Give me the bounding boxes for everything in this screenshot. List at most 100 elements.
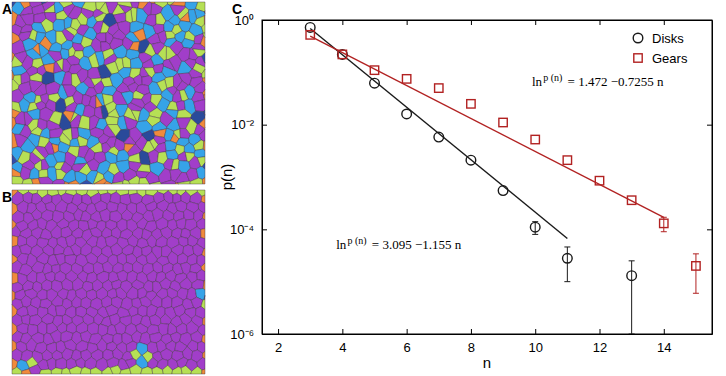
cell — [202, 69, 205, 78]
cell — [69, 180, 80, 184]
error-bar-line — [532, 234, 538, 235]
cell — [202, 178, 205, 184]
x-tick-mark — [342, 329, 343, 334]
top-frame-line — [263, 20, 713, 21]
x-tick-mark — [342, 20, 343, 25]
y-tick-mark — [707, 229, 712, 230]
annotation-part: p (n) — [347, 235, 366, 247]
cell — [22, 178, 33, 184]
annotation-part: ln — [532, 74, 543, 89]
y-tick: 10⁻² — [231, 117, 267, 132]
legend-marker — [634, 54, 642, 62]
point — [338, 50, 346, 58]
cell — [53, 19, 65, 31]
legend-label: Gears — [652, 51, 688, 66]
cell — [67, 56, 80, 66]
error-bar — [693, 254, 699, 293]
legend-label: Disks — [652, 31, 684, 46]
y-tick-mark — [262, 20, 267, 21]
x-tick — [471, 20, 472, 25]
x-tick-label: 8 — [468, 340, 475, 355]
annotation-part: p (n) — [543, 71, 562, 83]
cell — [52, 179, 64, 184]
cell — [96, 95, 103, 108]
y-tick-label: 10⁻⁶ — [230, 327, 254, 342]
cell — [152, 367, 163, 374]
cell — [51, 368, 62, 374]
x-tick-mark — [407, 329, 408, 334]
point — [338, 50, 348, 60]
cell — [202, 369, 205, 374]
cell — [180, 129, 190, 139]
cell — [50, 330, 61, 343]
x-tick-mark — [278, 329, 279, 334]
cell — [180, 12, 190, 22]
cell — [80, 367, 90, 374]
x-tick-label: 12 — [593, 340, 607, 355]
cell — [127, 287, 138, 300]
y-tick — [707, 229, 712, 230]
x-tick-label: 2 — [275, 340, 282, 355]
point — [435, 84, 443, 92]
cell — [12, 176, 23, 184]
error-bar-line — [629, 334, 635, 335]
x-axis-line — [263, 334, 713, 335]
y-tick-label: 10⁻² — [231, 117, 254, 132]
x-tick — [407, 20, 408, 25]
error-bar — [564, 247, 570, 282]
cell — [130, 57, 142, 68]
x-tick-mark — [600, 329, 601, 334]
x-axis-top — [263, 20, 713, 25]
fit-line — [310, 28, 567, 238]
cell — [39, 177, 53, 184]
cell — [110, 365, 121, 374]
cell — [193, 140, 204, 150]
point — [627, 196, 635, 204]
cell — [69, 366, 82, 374]
cell — [192, 280, 204, 290]
cell — [204, 110, 205, 115]
cell — [61, 368, 70, 374]
y-tick: 10⁻⁶ — [230, 327, 267, 342]
cell — [161, 180, 175, 184]
cell — [149, 315, 160, 326]
cell — [12, 226, 21, 237]
x-tick-mark — [278, 20, 279, 25]
cell — [52, 295, 64, 306]
cell — [32, 148, 45, 160]
point — [498, 186, 508, 196]
fit-annotation: lnp (n) = 3.095 −1.155 n — [336, 235, 461, 253]
cell — [201, 229, 205, 239]
cell — [71, 244, 82, 256]
cell — [166, 150, 178, 160]
cell — [45, 4, 55, 12]
cell — [34, 83, 47, 95]
x-tick-label: 4 — [339, 340, 346, 355]
point — [466, 155, 476, 165]
cell — [147, 271, 158, 283]
cell — [176, 101, 185, 111]
right-frame-line — [712, 21, 713, 335]
y-axis-title: p(n) — [218, 164, 235, 191]
legend: Disks Gears — [633, 31, 688, 66]
cell — [144, 43, 155, 56]
point — [434, 132, 444, 142]
x-tick: 14 — [657, 329, 671, 355]
cell — [160, 314, 171, 324]
cell — [117, 150, 129, 162]
cell — [33, 44, 40, 56]
point — [563, 156, 571, 164]
cell — [148, 150, 158, 164]
cell — [128, 176, 139, 184]
x-tick: 4 — [339, 329, 346, 355]
cell — [204, 15, 206, 24]
y-tick: 10⁰ — [235, 13, 267, 28]
error-bar-line — [631, 261, 632, 334]
cell — [172, 367, 182, 374]
cell — [12, 367, 22, 374]
cell — [90, 227, 102, 237]
cell — [100, 209, 111, 222]
cell — [165, 109, 178, 118]
y-tick-mark — [262, 125, 267, 126]
error-bar-line — [693, 293, 699, 294]
